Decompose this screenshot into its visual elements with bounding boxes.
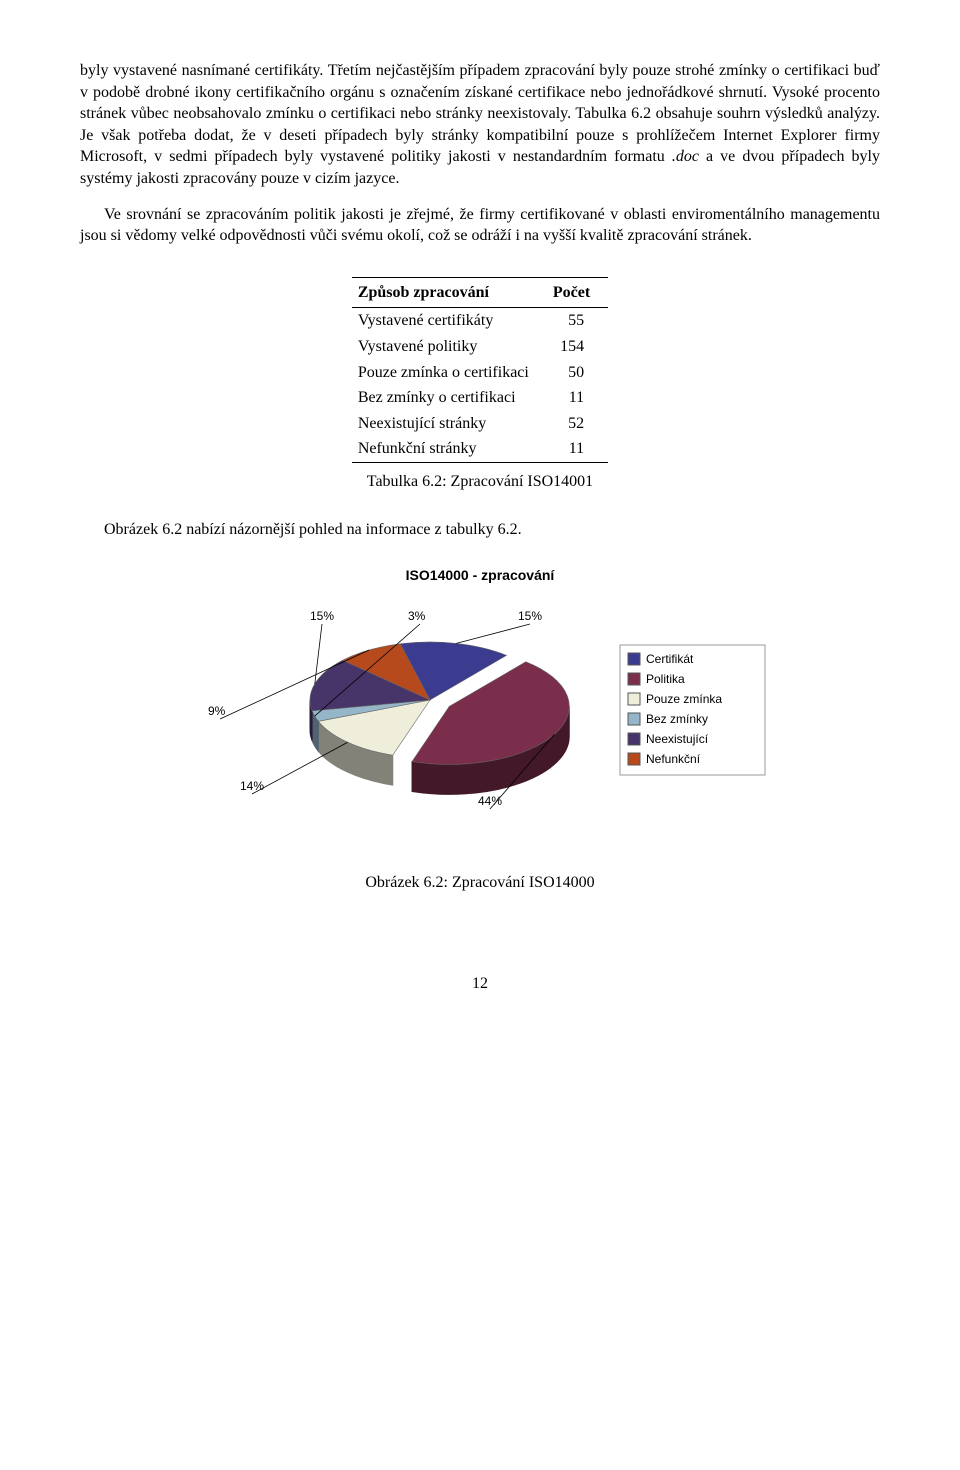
table-cell-label: Nefunkční stránky [352, 436, 547, 462]
svg-text:44%: 44% [478, 794, 502, 808]
chart-title: ISO14000 - zpracování [80, 566, 880, 585]
table-cell-label: Pouze zmínka o certifikaci [352, 360, 547, 386]
table-cell-value: 11 [547, 436, 608, 462]
svg-text:15%: 15% [518, 609, 542, 623]
svg-text:Certifikát: Certifikát [646, 652, 694, 666]
table-wrap: Způsob zpracování Počet Vystavené certif… [80, 277, 880, 463]
table-row: Nefunkční stránky 11 [352, 436, 608, 462]
svg-text:Neexistující: Neexistující [646, 732, 709, 746]
table-row: Vystavené certifikáty 55 [352, 308, 608, 334]
page-number: 12 [80, 973, 880, 995]
svg-text:14%: 14% [240, 779, 264, 793]
table-row: Bez zmínky o certifikaci 11 [352, 385, 608, 411]
table-row: Vystavené politiky 154 [352, 334, 608, 360]
table-row: Pouze zmínka o certifikaci 50 [352, 360, 608, 386]
table-row: Neexistující stránky 52 [352, 411, 608, 437]
table-header-label: Způsob zpracování [352, 277, 547, 308]
body-line: Obrázek 6.2 nabízí názornější pohled na … [80, 519, 880, 541]
body-paragraph-1: byly vystavené nasnímané certifikáty. Tř… [80, 60, 880, 190]
svg-text:15%: 15% [310, 609, 334, 623]
svg-text:Bez zmínky: Bez zmínky [646, 712, 708, 726]
svg-text:3%: 3% [408, 609, 426, 623]
svg-text:9%: 9% [208, 704, 226, 718]
pie-chart-icon: 15% 44% 14% 3% 15% 9% Certifikát Politika Pouze … [180, 605, 780, 825]
body-paragraph-2: Ve srovnání se zpracováním politik jakos… [80, 204, 880, 247]
table-cell-value: 52 [547, 411, 608, 437]
svg-text:Pouze zmínka: Pouze zmínka [646, 692, 722, 706]
table-cell-label: Vystavené politiky [352, 334, 547, 360]
svg-text:Politika: Politika [646, 672, 685, 686]
table-cell-value: 50 [547, 360, 608, 386]
table-cell-value: 154 [547, 334, 608, 360]
chart-wrap: 15% 44% 14% 3% 15% 9% Certifikát Politika Pouze … [80, 605, 880, 832]
table-cell-value: 11 [547, 385, 608, 411]
table-cell-label: Bez zmínky o certifikaci [352, 385, 547, 411]
data-table: Způsob zpracování Počet Vystavené certif… [352, 277, 608, 463]
para1-italic: .doc [672, 148, 699, 165]
svg-text:Nefunkční: Nefunkční [646, 752, 701, 766]
table-caption: Tabulka 6.2: Zpracování ISO14001 [80, 471, 880, 493]
table-cell-label: Vystavené certifikáty [352, 308, 547, 334]
table-cell-value: 55 [547, 308, 608, 334]
table-cell-label: Neexistující stránky [352, 411, 547, 437]
chart-caption: Obrázek 6.2: Zpracování ISO14000 [80, 872, 880, 894]
table-header-count: Počet [547, 277, 608, 308]
